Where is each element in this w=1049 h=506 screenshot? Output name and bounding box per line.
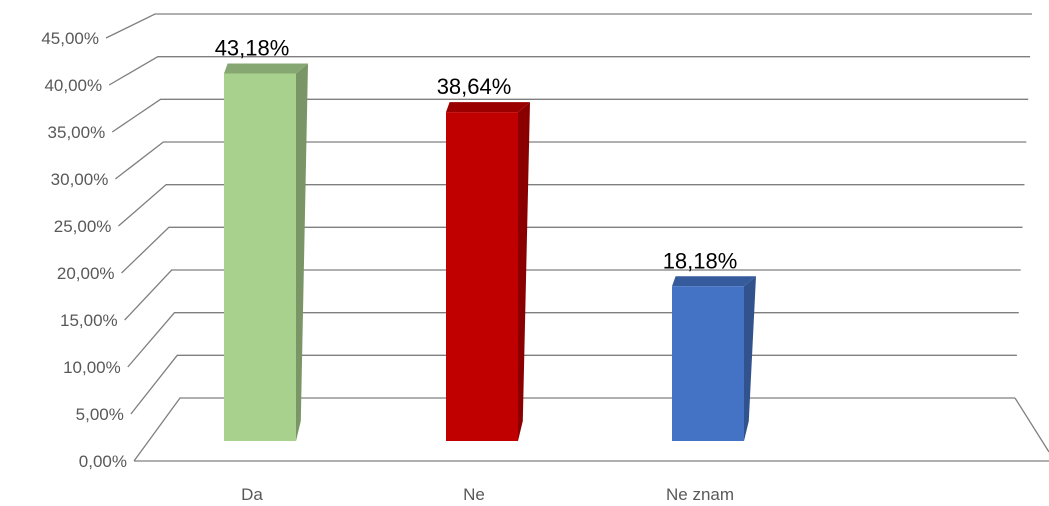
data-label: 38,64%: [437, 74, 512, 99]
x-category-label: Ne: [463, 485, 485, 504]
bar-da: [224, 63, 308, 441]
bar-ne-znam: [672, 276, 756, 441]
bar-side: [518, 102, 530, 441]
bar-side: [296, 63, 308, 441]
gridline: [124, 269, 1021, 321]
gridline: [111, 98, 1029, 133]
bar-top: [224, 63, 308, 74]
y-tick-label: 45,00%: [41, 29, 99, 48]
gridline: [108, 56, 1031, 86]
y-tick-label: 20,00%: [57, 264, 115, 283]
floor-right-edge: [1014, 397, 1049, 453]
x-category-label: Da: [241, 485, 263, 504]
gridlines: [105, 13, 1049, 462]
y-tick-label: 25,00%: [54, 217, 112, 236]
bars: [224, 63, 756, 441]
y-tick-label: 35,00%: [48, 123, 106, 142]
y-tick-label: 5,00%: [76, 405, 124, 424]
x-category-label: Ne znam: [666, 485, 734, 504]
y-tick-label: 10,00%: [63, 358, 121, 377]
y-tick-label: 0,00%: [79, 452, 127, 471]
data-label: 43,18%: [215, 35, 290, 60]
bar-top: [446, 102, 530, 113]
x-axis-category-labels: Da Ne Ne znam: [241, 485, 734, 504]
y-tick-label: 15,00%: [60, 311, 118, 330]
data-labels: 43,18% 38,64% 18,18%: [215, 35, 738, 273]
y-tick-label: 40,00%: [44, 76, 102, 95]
y-tick-label: 30,00%: [51, 170, 109, 189]
gridline: [114, 141, 1027, 180]
gridline: [121, 226, 1023, 274]
data-label: 18,18%: [663, 248, 738, 273]
y-axis-tick-labels: 0,00% 5,00% 10,00% 15,00% 20,00% 25,00% 30,00%…: [41, 29, 127, 471]
gridline: [118, 184, 1025, 227]
bar-front: [224, 73, 296, 441]
bar-front: [446, 112, 518, 441]
gridline: [105, 13, 1032, 39]
bar-side: [744, 276, 756, 441]
bar-front: [672, 286, 744, 441]
bar-top: [672, 276, 756, 287]
bar-ne: [446, 102, 530, 441]
